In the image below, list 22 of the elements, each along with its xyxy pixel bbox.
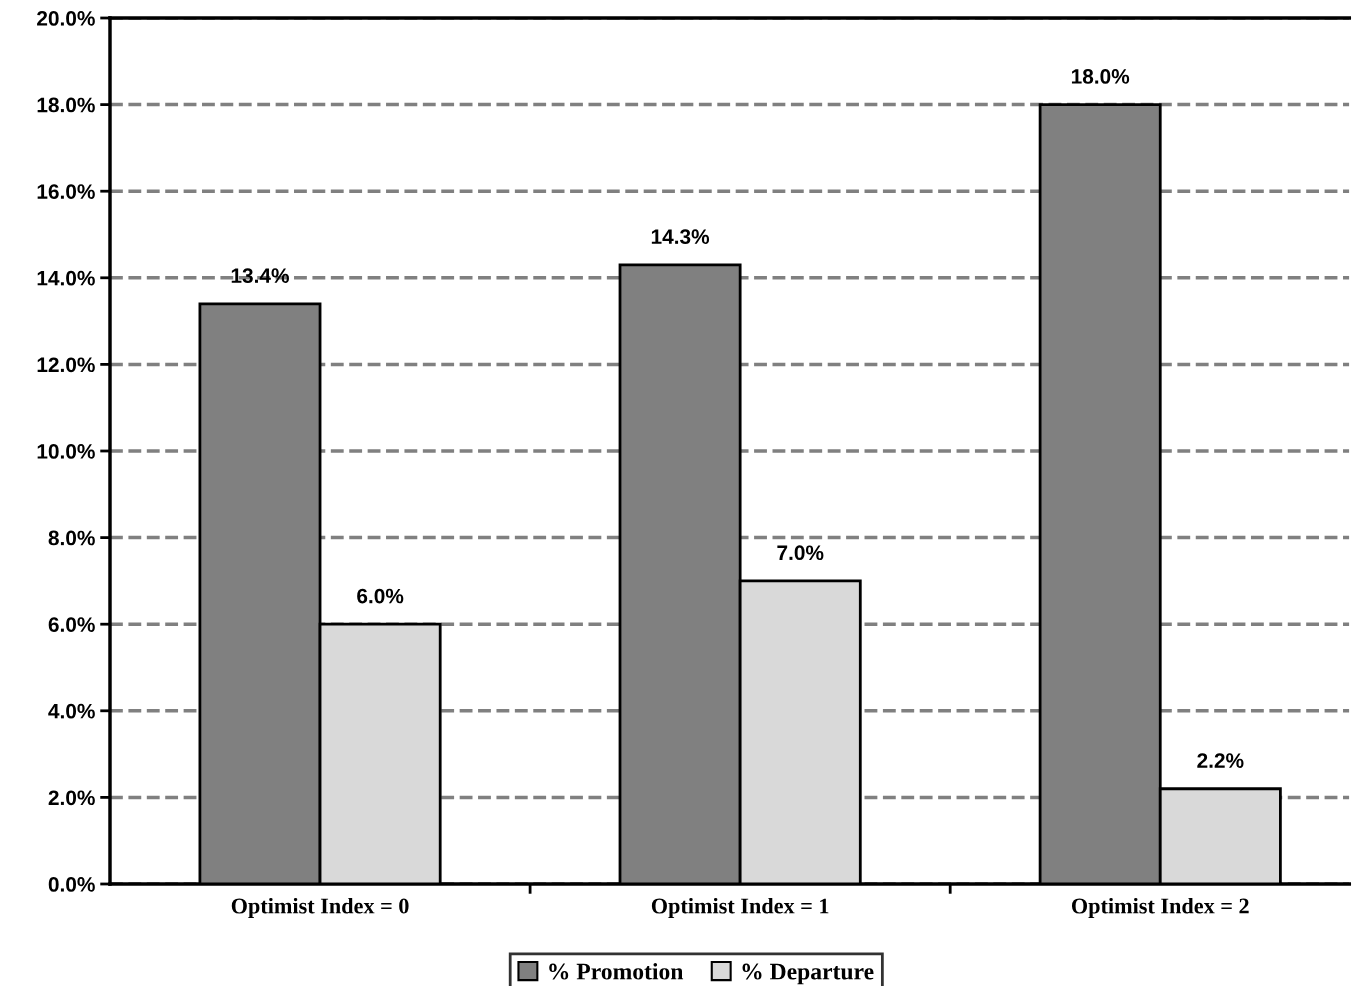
data-label: 7.0% <box>777 545 824 561</box>
y-tick-label: 14.0% <box>37 270 95 286</box>
y-tick-label: 6.0% <box>48 617 95 632</box>
y-tick-label: 8.0% <box>48 530 95 546</box>
legend-label: % Promotion <box>549 962 684 980</box>
x-tick-label: Optimist Index = 2 <box>1071 897 1249 919</box>
data-label: 18.0% <box>1071 69 1130 84</box>
y-tick-label: 10.0% <box>37 444 95 459</box>
data-label: 14.3% <box>651 229 710 245</box>
y-tick-label: 16.0% <box>37 184 95 199</box>
y-tick-label: 0.0% <box>48 877 95 892</box>
x-tick-label: Optimist Index = 0 <box>231 897 409 919</box>
y-tick-label: 18.0% <box>37 97 95 113</box>
y-tick-label: 4.0% <box>48 703 95 719</box>
x-tick-label: Optimist Index = 1 <box>651 897 829 919</box>
legend-label: % Departure <box>742 963 874 985</box>
y-tick-label: 12.0% <box>37 357 95 373</box>
data-label: 13.4% <box>231 268 289 284</box>
data-label: 6.0% <box>357 588 404 604</box>
y-tick-label: 2.0% <box>48 790 95 806</box>
data-label: 2.2% <box>1197 753 1244 768</box>
y-tick-label: 20.0% <box>37 11 95 26</box>
